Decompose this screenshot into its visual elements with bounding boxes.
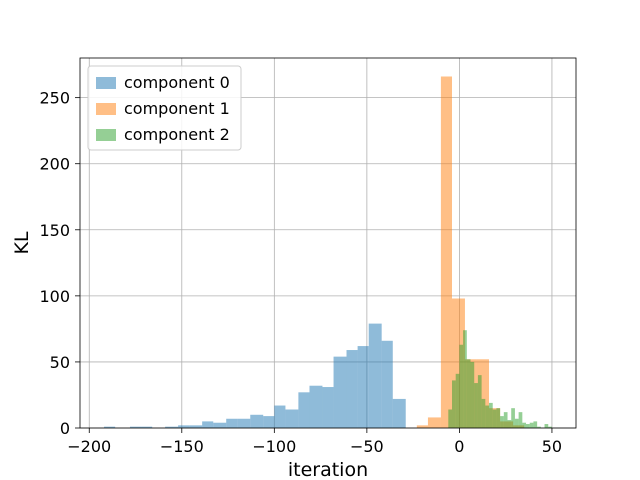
y-axis-label: KL — [11, 231, 33, 254]
histogram-bar-series-2 — [470, 361, 475, 428]
histogram-bar-series-0 — [392, 398, 406, 428]
x-tick-label: −200 — [67, 437, 111, 456]
histogram-bar-series-0 — [165, 426, 179, 428]
histogram-bar-series-1 — [416, 425, 428, 428]
histogram-bar-series-2 — [514, 418, 519, 428]
histogram-bar-series-2 — [533, 421, 538, 428]
histogram-bar-series-2 — [455, 373, 460, 428]
histogram-bar-series-0 — [381, 340, 393, 428]
x-tick-label: −150 — [160, 437, 204, 456]
histogram-bar-series-2 — [507, 420, 512, 428]
histogram-bar-series-2 — [529, 422, 534, 428]
histogram-bar-series-2 — [511, 408, 515, 428]
histogram-bar-series-0 — [178, 425, 190, 428]
histogram-bar-series-2 — [452, 380, 456, 428]
histogram-bar-series-2 — [466, 359, 471, 428]
legend-label: component 1 — [124, 99, 230, 118]
y-tick-label: 100 — [39, 287, 70, 306]
histogram-bar-series-1 — [427, 417, 441, 428]
histogram-bar-series-0 — [213, 422, 227, 428]
histogram-bar-series-0 — [141, 426, 153, 428]
y-tick-label: 150 — [39, 221, 70, 240]
bars-layer — [104, 76, 552, 428]
x-tick-label: 50 — [542, 437, 562, 456]
histogram-bar-series-0 — [129, 426, 142, 428]
ticks-layer: −200 −150 −100 −50 0 50 0 50 100 150 200 250 — [39, 89, 562, 456]
histogram-bar-series-2 — [492, 409, 497, 428]
x-tick-label: −100 — [252, 437, 296, 456]
y-tick-label: 250 — [39, 89, 70, 108]
histogram-bar-series-0 — [333, 356, 347, 428]
histogram-bar-series-0 — [298, 392, 310, 428]
histogram-bar-series-2 — [518, 412, 523, 428]
histogram-bar-series-0 — [189, 425, 203, 428]
histogram-bar-series-1 — [440, 76, 452, 428]
legend-label: component 2 — [124, 125, 230, 144]
legend-swatch — [96, 103, 116, 115]
histogram-bar-series-2 — [522, 422, 527, 428]
histogram-bar-series-0 — [346, 350, 358, 428]
histogram-bar-series-2 — [544, 424, 549, 428]
histogram-bar-series-2 — [459, 344, 464, 428]
histogram-bar-series-0 — [263, 416, 275, 428]
histogram-bar-series-0 — [368, 323, 382, 428]
legend-label: component 0 — [124, 73, 230, 92]
histogram-bar-series-2 — [489, 402, 493, 428]
histogram-bar-series-0 — [226, 418, 238, 428]
y-tick-label: 50 — [50, 353, 70, 372]
histogram-bar-series-0 — [322, 387, 334, 428]
histogram-bar-series-2 — [500, 416, 504, 428]
legend-swatch — [96, 129, 116, 141]
y-tick-label: 0 — [60, 419, 70, 438]
y-tick-label: 200 — [39, 155, 70, 174]
legend-box — [87, 65, 242, 151]
legend-swatch — [96, 77, 116, 89]
histogram-bar-series-0 — [285, 409, 299, 428]
histogram-bar-series-0 — [309, 385, 323, 428]
histogram-bar-series-0 — [104, 426, 116, 428]
histogram-bar-series-0 — [202, 421, 214, 428]
x-tick-label: −50 — [350, 437, 384, 456]
histogram-bar-series-0 — [357, 346, 369, 428]
histogram-bar-series-2 — [537, 426, 541, 428]
histogram-bar-series-2 — [548, 426, 552, 428]
histogram-bar-series-0 — [250, 414, 264, 428]
histogram-bar-series-2 — [463, 330, 467, 428]
histogram-bar-series-2 — [503, 412, 508, 428]
histogram-bar-series-2 — [477, 375, 482, 428]
legend: component 0 component 1 component 2 — [87, 65, 242, 151]
histogram-bar-series-0 — [237, 418, 251, 428]
histogram-bar-series-2 — [448, 409, 452, 428]
x-tick-label: 0 — [454, 437, 464, 456]
histogram-bar-series-2 — [481, 398, 486, 428]
histogram-bar-series-2 — [485, 405, 490, 428]
x-axis-label: iteration — [288, 459, 368, 480]
histogram-bar-series-0 — [274, 405, 286, 428]
histogram-bar-series-2 — [526, 424, 530, 428]
histogram-bar-series-2 — [474, 383, 478, 428]
histogram-bar-series-2 — [496, 408, 501, 428]
plot-frame — [79, 57, 577, 429]
